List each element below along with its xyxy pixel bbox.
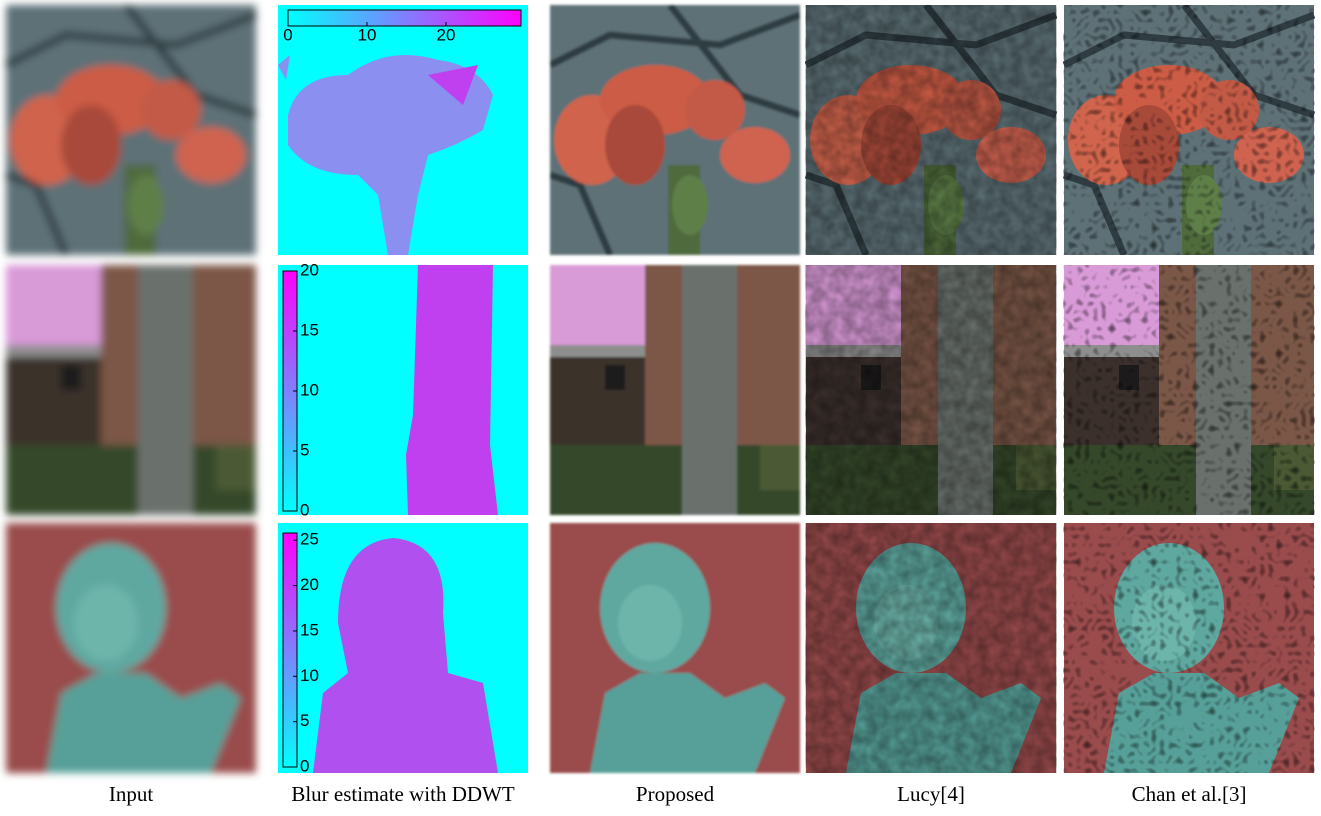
noise-overlay <box>1063 265 1315 515</box>
captions: Input Blur estimate with DDWT Proposed Lucy… <box>109 782 1247 806</box>
panel-grid <box>6 5 1315 773</box>
noise-overlay <box>805 5 1057 255</box>
noise-overlay <box>1063 5 1315 255</box>
colorbar-tick-label: 0 <box>300 756 309 775</box>
column-caption: Lucy[4] <box>897 782 965 806</box>
image-proposed <box>550 523 800 773</box>
image-input <box>6 523 256 773</box>
colorbar-tick-label: 25 <box>300 530 319 549</box>
colorbar-tick-label: 20 <box>437 25 456 44</box>
noise-overlay <box>805 523 1057 773</box>
blur-map <box>278 523 528 773</box>
colorbar-tick-label: 0 <box>300 500 309 519</box>
column-caption: Input <box>109 782 153 806</box>
colorbar <box>283 533 297 767</box>
image-proposed <box>550 5 800 255</box>
colorbar-tick-label: 15 <box>300 620 319 639</box>
colorbar-tick-label: 20 <box>300 575 319 594</box>
colorbar-tick-label: 10 <box>358 25 377 44</box>
column-caption: Proposed <box>636 782 715 806</box>
image-proposed <box>550 265 800 515</box>
colorbar-tick-label: 5 <box>300 711 309 730</box>
image-input <box>6 265 256 515</box>
colorbar-tick-label: 15 <box>300 320 319 339</box>
image-input <box>6 5 256 255</box>
colorbar-tick-label: 5 <box>300 440 309 459</box>
colorbar-tick-label: 20 <box>300 260 319 279</box>
noise-overlay <box>1063 523 1315 773</box>
colorbar-tick-label: 10 <box>300 666 319 685</box>
noise-overlay <box>805 265 1057 515</box>
colorbar-tick-label: 10 <box>300 380 319 399</box>
figure: Input Blur estimate with DDWT Proposed Lucy… <box>0 0 1321 816</box>
colorbar-tick-label: 0 <box>283 25 292 44</box>
column-caption: Blur estimate with DDWT <box>291 782 515 806</box>
column-caption: Chan et al.[3] <box>1132 782 1247 806</box>
blur-map <box>278 5 528 255</box>
colorbar <box>288 10 521 26</box>
